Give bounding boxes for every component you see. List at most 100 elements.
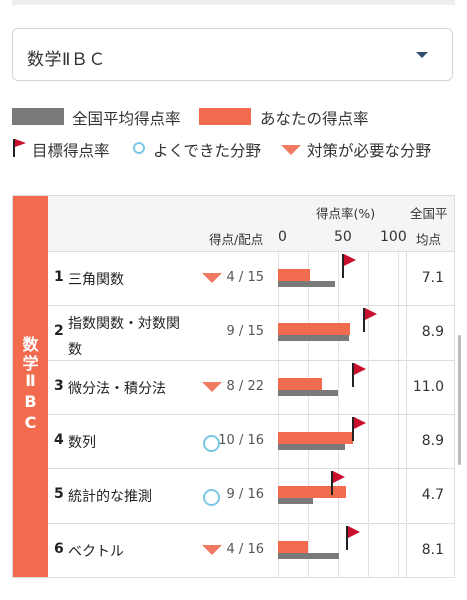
national-avg-cell: 8.1 — [406, 524, 454, 577]
target-flag-icon — [332, 471, 345, 483]
national-avg-cell: 7.1 — [406, 252, 454, 305]
target-flag-pole — [341, 254, 344, 278]
gridline — [398, 415, 399, 468]
row-score: 9 / 15 — [226, 324, 264, 339]
legend-your-rate: あなたの得点率 — [260, 110, 369, 128]
target-flag-icon — [13, 139, 26, 157]
row-number: 2 — [54, 323, 64, 339]
scrollbar[interactable] — [458, 335, 461, 465]
target-flag-pole — [363, 308, 366, 332]
gridline — [398, 469, 399, 522]
row-field-name: 微分法・積分法 — [68, 381, 166, 397]
national-avg-cell: 8.9 — [406, 415, 454, 468]
row-score: 4 / 16 — [226, 542, 264, 557]
gridline — [338, 252, 339, 305]
national-avg-header-2: 均点 — [416, 232, 442, 247]
gridline — [368, 361, 369, 414]
tick-0: 0 — [278, 229, 287, 245]
gridline — [338, 361, 339, 414]
table-row: 5 統計的な推測 9 / 16 4.7 — [48, 468, 454, 522]
target-flag-pole — [346, 526, 349, 550]
row-number: 1 — [54, 269, 64, 285]
subject-select[interactable]: 数学ⅡＢＣ — [12, 28, 453, 81]
needs-work-triangle-icon — [281, 145, 301, 155]
national-avg-value: 4.7 — [421, 487, 444, 503]
tick-100: 100 — [380, 229, 407, 245]
caret-down-icon — [416, 52, 428, 58]
row-field-name: ベクトル — [68, 544, 124, 560]
legend-needs-work: 対策が必要な分野 — [307, 142, 432, 160]
row-score: 10 / 16 — [218, 433, 264, 448]
national-avg-value: 7.1 — [421, 270, 444, 286]
table-row: 4 数列 10 / 16 8.9 — [48, 414, 454, 468]
gridline — [368, 252, 369, 305]
your-rate-bar — [278, 432, 353, 444]
row-field-name: 指数関数・対数関数 — [68, 316, 180, 358]
table-row: 6 ベクトル 4 / 16 8.1 — [48, 523, 454, 577]
row-score: 9 / 16 — [226, 487, 264, 502]
table-row: 3 微分法・積分法 8 / 22 11.0 — [48, 360, 454, 414]
gridline — [308, 524, 309, 577]
row-number: 4 — [54, 432, 64, 448]
national-avg-cell: 4.7 — [406, 469, 454, 522]
avg-rate-bar — [278, 281, 335, 287]
well-done-circle-icon — [203, 489, 220, 506]
national-avg-cell: 11.0 — [406, 361, 454, 414]
national-avg-value: 8.1 — [421, 542, 444, 558]
tick-50: 50 — [334, 229, 352, 245]
gridline — [398, 524, 399, 577]
gridline — [368, 469, 369, 522]
gridline — [338, 524, 339, 577]
row-field-name: 統計的な推測 — [68, 489, 152, 505]
gridline — [368, 306, 369, 359]
gridline — [368, 415, 369, 468]
rate-bars — [276, 524, 406, 577]
legend-well-done: よくできた分野 — [153, 142, 262, 160]
subject-select-value: 数学ⅡＢＣ — [27, 50, 106, 70]
subject-side-label: 数 学 Ⅱ B C — [13, 196, 48, 577]
rate-bars — [276, 306, 406, 359]
gridline — [398, 361, 399, 414]
target-flag-icon — [343, 254, 356, 266]
row-number: 5 — [54, 486, 64, 502]
target-flag-icon — [365, 308, 378, 320]
target-flag-pole — [352, 363, 355, 387]
needs-work-triangle-icon — [202, 545, 222, 555]
national-avg-cell: 8.9 — [406, 306, 454, 359]
rate-bars — [276, 469, 406, 522]
row-number: 3 — [54, 378, 64, 394]
avg-rate-bar — [278, 335, 350, 341]
your-rate-bar — [278, 486, 346, 498]
national-avg-value: 8.9 — [421, 433, 444, 449]
score-header: 得点/配点 — [209, 232, 264, 247]
table-row: 2 指数関数・対数関数 9 / 15 8.9 — [48, 305, 454, 359]
row-score: 4 / 15 — [226, 270, 264, 285]
target-flag-pole — [352, 417, 355, 441]
avg-rate-bar — [278, 444, 345, 450]
table-row: 1 三角関数 4 / 15 7.1 — [48, 251, 454, 305]
target-flag-icon — [354, 417, 367, 429]
row-field-name: 数列 — [68, 435, 96, 451]
legend-target-rate: 目標得点率 — [32, 142, 110, 160]
your-rate-bar — [278, 323, 350, 335]
score-table: 数 学 Ⅱ B C 得点率(%) 全国平 得点/配点 0 50 100 均点 1… — [12, 195, 455, 578]
rate-header: 得点率(%) — [316, 206, 376, 221]
top-divider — [12, 0, 455, 5]
rate-bars — [276, 415, 406, 468]
rate-bars — [276, 252, 406, 305]
your-rate-bar — [278, 541, 308, 553]
avg-rate-bar — [278, 498, 314, 504]
table-header: 得点率(%) 全国平 得点/配点 0 50 100 均点 — [48, 196, 454, 251]
gridline — [368, 524, 369, 577]
row-score: 8 / 22 — [226, 379, 264, 394]
rate-bars — [276, 361, 406, 414]
target-flag-pole — [330, 471, 333, 495]
target-flag-icon — [354, 363, 367, 375]
avg-rate-bar — [278, 553, 339, 559]
avg-rate-swatch — [12, 108, 64, 125]
gridline — [398, 252, 399, 305]
gridline — [398, 306, 399, 359]
row-number: 6 — [54, 541, 64, 557]
needs-work-triangle-icon — [202, 273, 222, 283]
target-flag-icon — [348, 526, 361, 538]
